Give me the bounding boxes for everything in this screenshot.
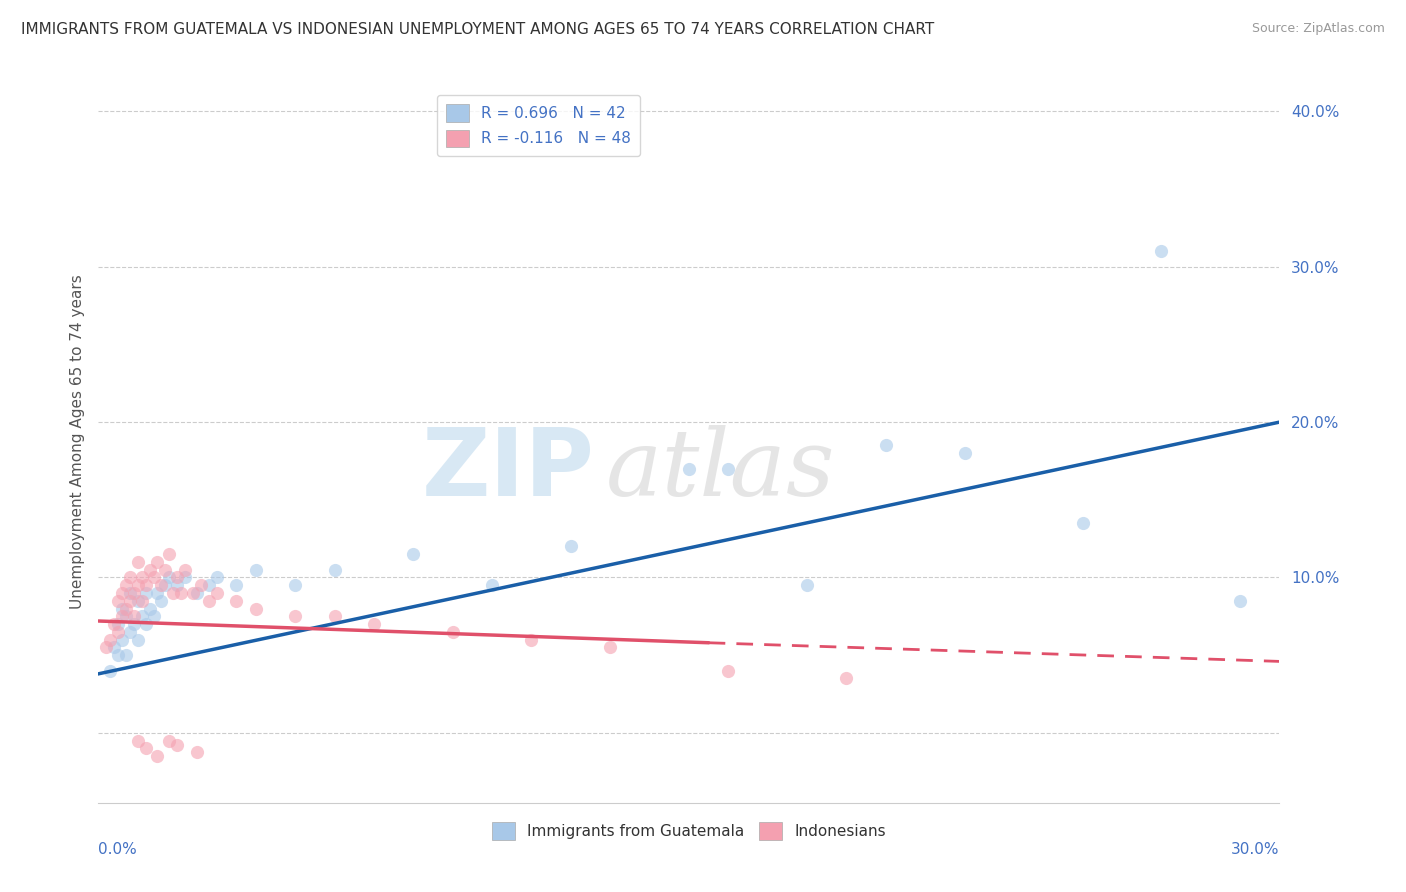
- Text: atlas: atlas: [606, 425, 835, 516]
- Point: [135, 578, 157, 592]
- Point: [363, 617, 385, 632]
- Point: [155, 578, 177, 592]
- Point: [118, 570, 141, 584]
- Point: [205, 586, 228, 600]
- Point: [717, 461, 740, 475]
- Point: [1150, 244, 1173, 259]
- Point: [122, 586, 145, 600]
- Point: [186, 586, 208, 600]
- Point: [1071, 516, 1094, 530]
- Point: [1229, 594, 1251, 608]
- Point: [146, 586, 169, 600]
- Point: [103, 617, 125, 632]
- Text: 30.0%: 30.0%: [1232, 842, 1279, 856]
- Point: [166, 578, 188, 592]
- Point: [323, 609, 346, 624]
- Point: [115, 578, 138, 592]
- Point: [146, 555, 169, 569]
- Point: [520, 632, 543, 647]
- Point: [107, 624, 129, 639]
- Point: [170, 586, 193, 600]
- Point: [118, 624, 141, 639]
- Point: [135, 586, 157, 600]
- Point: [678, 461, 700, 475]
- Point: [186, 745, 208, 759]
- Point: [142, 609, 165, 624]
- Point: [122, 609, 145, 624]
- Point: [96, 640, 118, 655]
- Point: [205, 570, 228, 584]
- Point: [197, 594, 219, 608]
- Point: [111, 609, 134, 624]
- Point: [157, 547, 180, 561]
- Point: [245, 601, 267, 615]
- Point: [157, 570, 180, 584]
- Text: 0.0%: 0.0%: [98, 842, 138, 856]
- Point: [953, 446, 976, 460]
- Point: [875, 438, 897, 452]
- Point: [135, 617, 157, 632]
- Point: [181, 586, 204, 600]
- Point: [166, 570, 188, 584]
- Point: [599, 640, 621, 655]
- Point: [225, 578, 247, 592]
- Point: [103, 640, 125, 655]
- Text: IMMIGRANTS FROM GUATEMALA VS INDONESIAN UNEMPLOYMENT AMONG AGES 65 TO 74 YEARS C: IMMIGRANTS FROM GUATEMALA VS INDONESIAN …: [21, 22, 935, 37]
- Point: [197, 578, 219, 592]
- Point: [560, 540, 582, 554]
- Point: [402, 547, 425, 561]
- Point: [111, 586, 134, 600]
- Point: [796, 578, 818, 592]
- Legend: Immigrants from Guatemala, Indonesians: Immigrants from Guatemala, Indonesians: [485, 816, 893, 846]
- Point: [127, 578, 149, 592]
- Point: [146, 749, 169, 764]
- Point: [190, 578, 212, 592]
- Point: [127, 555, 149, 569]
- Point: [138, 601, 160, 615]
- Point: [122, 617, 145, 632]
- Point: [162, 586, 184, 600]
- Point: [118, 586, 141, 600]
- Point: [441, 624, 464, 639]
- Point: [284, 609, 307, 624]
- Point: [111, 601, 134, 615]
- Point: [127, 733, 149, 747]
- Point: [131, 609, 153, 624]
- Text: Source: ZipAtlas.com: Source: ZipAtlas.com: [1251, 22, 1385, 36]
- Point: [127, 594, 149, 608]
- Point: [142, 570, 165, 584]
- Point: [150, 594, 173, 608]
- Point: [115, 601, 138, 615]
- Point: [174, 563, 197, 577]
- Point: [118, 594, 141, 608]
- Point: [481, 578, 503, 592]
- Point: [166, 739, 188, 753]
- Point: [150, 578, 173, 592]
- Y-axis label: Unemployment Among Ages 65 to 74 years: Unemployment Among Ages 65 to 74 years: [69, 274, 84, 609]
- Point: [174, 570, 197, 584]
- Point: [115, 648, 138, 663]
- Point: [284, 578, 307, 592]
- Point: [155, 563, 177, 577]
- Point: [131, 570, 153, 584]
- Point: [115, 609, 138, 624]
- Point: [127, 632, 149, 647]
- Text: ZIP: ZIP: [422, 425, 595, 516]
- Point: [131, 594, 153, 608]
- Point: [717, 664, 740, 678]
- Point: [107, 648, 129, 663]
- Point: [245, 563, 267, 577]
- Point: [135, 741, 157, 756]
- Point: [225, 594, 247, 608]
- Point: [107, 594, 129, 608]
- Point: [323, 563, 346, 577]
- Point: [157, 733, 180, 747]
- Point: [111, 632, 134, 647]
- Point: [98, 632, 121, 647]
- Point: [98, 664, 121, 678]
- Point: [107, 617, 129, 632]
- Point: [138, 563, 160, 577]
- Point: [835, 672, 858, 686]
